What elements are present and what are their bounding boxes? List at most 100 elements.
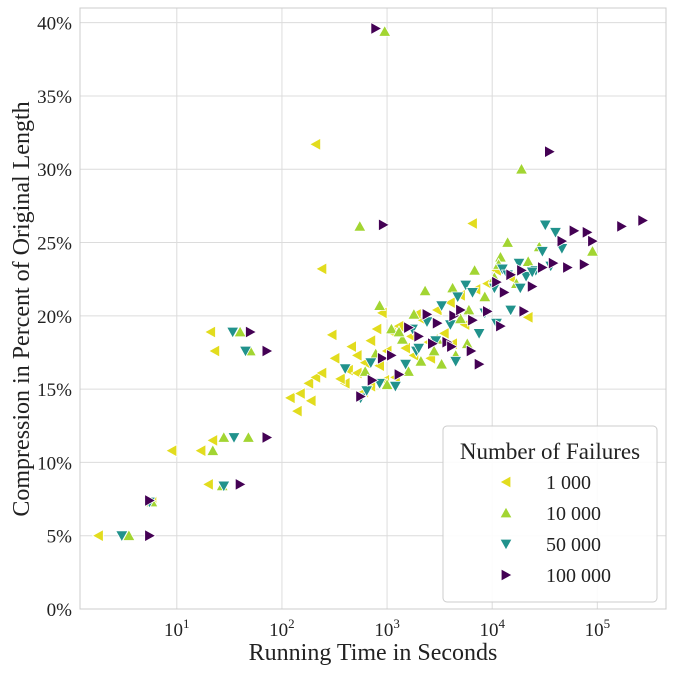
data-point xyxy=(434,357,449,370)
data-point xyxy=(544,145,557,159)
data-point xyxy=(206,443,220,456)
data-point xyxy=(498,285,512,300)
data-point xyxy=(465,287,480,300)
data-point xyxy=(144,529,157,543)
data-point xyxy=(358,364,372,377)
legend-marker xyxy=(499,475,512,489)
data-point xyxy=(238,345,253,358)
y-tick-label: 15% xyxy=(37,380,72,401)
x-tick-label: 105 xyxy=(585,616,611,641)
y-tick-label: 10% xyxy=(37,453,72,474)
data-point xyxy=(207,344,221,358)
legend-entries: 1 000 10 000 50 000 100 000 xyxy=(499,472,611,587)
data-point xyxy=(392,325,406,338)
data-point xyxy=(333,372,346,386)
data-point xyxy=(370,21,383,36)
data-point xyxy=(370,322,383,336)
y-axis-label: Compression in Percent of Original Lengt… xyxy=(9,101,35,516)
x-tick-exponent: 1 xyxy=(183,616,190,631)
data-point xyxy=(283,391,296,405)
data-point xyxy=(293,386,306,401)
data-point xyxy=(548,227,563,240)
x-tick-base: 10 xyxy=(164,620,183,641)
legend-label: 10 000 xyxy=(546,503,601,525)
legend-marker xyxy=(500,568,513,582)
data-point xyxy=(516,263,529,278)
data-point xyxy=(372,298,387,311)
data-point xyxy=(378,218,391,232)
data-point xyxy=(504,304,518,317)
data-point xyxy=(512,257,526,270)
data-point xyxy=(427,337,440,351)
data-point xyxy=(194,444,207,458)
data-point xyxy=(378,24,392,37)
data-point xyxy=(407,307,421,320)
data-point xyxy=(217,480,231,493)
legend-label: 100 000 xyxy=(546,565,611,587)
data-point xyxy=(445,281,460,294)
data-point xyxy=(495,319,508,333)
data-point xyxy=(304,394,317,408)
data-point xyxy=(315,366,328,380)
data-point xyxy=(201,477,214,492)
x-tick-exponent: 3 xyxy=(393,616,400,631)
data-point xyxy=(587,234,600,248)
legend-label: 1 000 xyxy=(546,472,591,494)
x-tick-labels: 101 102 103 104 105 xyxy=(164,616,610,641)
data-point xyxy=(395,332,410,345)
x-tick-label: 102 xyxy=(269,616,295,641)
data-point xyxy=(521,310,534,324)
x-tick-label: 104 xyxy=(479,616,505,641)
data-point xyxy=(290,404,303,418)
data-point xyxy=(538,219,552,232)
data-point xyxy=(449,356,463,369)
data-point xyxy=(514,162,529,175)
y-tick-labels: 0% 5% 10% 15% 20% 25% 30% 35% 40% xyxy=(37,14,72,621)
data-point xyxy=(233,325,247,338)
data-point xyxy=(548,256,561,270)
data-point xyxy=(562,260,575,275)
data-point xyxy=(537,260,550,275)
data-point xyxy=(585,244,600,257)
data-point xyxy=(350,348,363,363)
data-point xyxy=(434,300,449,313)
data-point xyxy=(241,430,256,443)
data-point xyxy=(386,348,399,363)
data-point xyxy=(328,351,341,365)
data-point xyxy=(360,385,374,398)
data-point xyxy=(144,493,157,508)
data-point xyxy=(414,354,428,367)
data-point xyxy=(398,341,411,355)
data-point xyxy=(495,263,510,276)
data-point xyxy=(472,328,486,341)
data-point xyxy=(344,339,357,354)
data-point xyxy=(518,304,531,319)
x-tick-base: 10 xyxy=(585,620,604,641)
data-point xyxy=(384,322,399,335)
data-point xyxy=(556,234,569,248)
data-point xyxy=(245,325,258,339)
data-point xyxy=(261,344,274,358)
legend: Number of Failures 1 000 10 000 50 000 100 … xyxy=(442,425,658,603)
data-point xyxy=(325,328,338,342)
data-point xyxy=(380,377,394,390)
series-3 xyxy=(144,21,650,543)
data-point xyxy=(500,235,515,248)
data-point xyxy=(401,364,416,377)
data-point xyxy=(355,389,368,404)
data-point xyxy=(205,433,219,448)
y-tick-label: 35% xyxy=(37,87,72,108)
data-point xyxy=(115,530,129,543)
data-point xyxy=(227,432,241,445)
data-point xyxy=(412,342,426,355)
data-point xyxy=(491,275,504,289)
y-tick-label: 25% xyxy=(37,234,72,255)
data-point xyxy=(482,304,495,319)
data-point xyxy=(226,326,240,339)
data-point xyxy=(505,268,518,282)
data-point xyxy=(451,291,465,304)
data-point xyxy=(455,303,468,317)
x-tick-base: 10 xyxy=(479,620,498,641)
data-point xyxy=(443,295,456,310)
data-point xyxy=(465,216,478,231)
